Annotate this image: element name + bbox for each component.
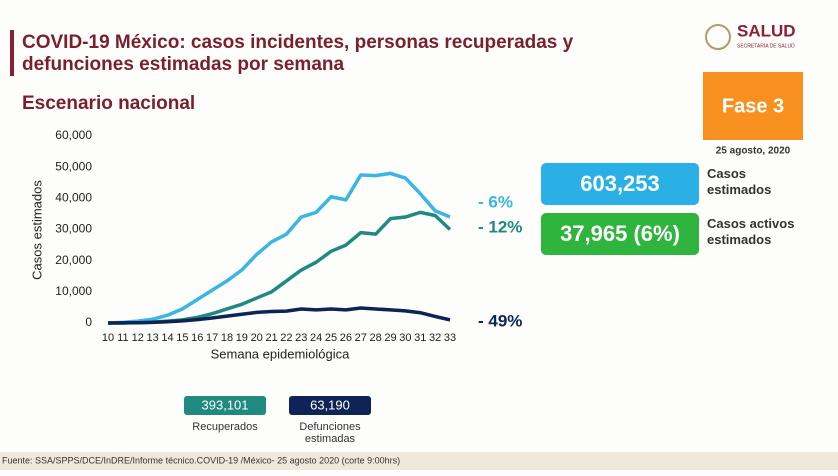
x-tick-label: 11 [117, 332, 128, 344]
x-tick-label: 20 [251, 332, 263, 344]
end-label: - 12% [478, 217, 522, 236]
footer-bar [0, 452, 838, 470]
x-tick-label: 28 [370, 332, 382, 344]
line [107, 171, 451, 325]
total-box [289, 396, 371, 415]
total-box [184, 396, 266, 415]
date: 25 agosto, 2020 [716, 146, 791, 157]
x-tick-label: 14 [161, 332, 173, 344]
line [107, 306, 451, 325]
x-tick-label: 10 [102, 332, 114, 344]
x-tick-label: 26 [340, 332, 352, 344]
y-tick-label: 30,000 [55, 222, 92, 236]
line [108, 210, 452, 325]
x-axis-label: Semana epidemiológica [211, 346, 351, 361]
summary-box [541, 163, 699, 205]
total-label: Defunciones estimadas [299, 421, 361, 445]
logo-name: SALUD [737, 21, 796, 40]
x-tick-label: 12 [132, 332, 144, 344]
x-tick-label: 24 [310, 332, 322, 344]
x-tick-label: 31 [414, 332, 426, 344]
x-tick-label: 15 [176, 332, 188, 344]
phase: Fase 3 [722, 95, 784, 117]
x-tick-label: 27 [355, 332, 367, 344]
x-tick-label: 29 [384, 332, 396, 344]
total-value: 393,101 [202, 397, 249, 412]
x-tick-label: 23 [295, 332, 307, 344]
summary-box [541, 213, 699, 255]
total-label: Recuperados [192, 421, 258, 433]
summary-label: Casos activos estimados [707, 216, 794, 247]
y-tick-label: 20,000 [55, 253, 92, 267]
x-tick-label: 22 [280, 332, 292, 344]
accent-bar [10, 30, 14, 76]
phase-box [703, 72, 803, 140]
end-label: - 6% [478, 192, 513, 211]
x-tick-label: 18 [221, 332, 233, 344]
total-value: 63,190 [310, 397, 350, 412]
summary-label: Casos estimados [707, 166, 771, 197]
title-line: COVID-19 México: casos incidentes, perso… [22, 32, 574, 53]
x-tick-label: 25 [325, 332, 337, 344]
y-tick-label: 50,000 [55, 159, 92, 173]
summary-value: 603,253 [580, 171, 660, 196]
summary-value: 37,965 (6%) [560, 221, 680, 246]
logo-subtitle: SECRETARÍA DE SALUD [737, 42, 795, 49]
x-tick-label: 21 [265, 332, 277, 344]
y-tick-label: 10,000 [55, 284, 92, 298]
end-label: - 49% [478, 311, 522, 330]
x-tick-label: 30 [399, 332, 411, 344]
y-axis-label: Casos estimados [29, 180, 44, 280]
y-tick-label: 40,000 [55, 191, 92, 205]
title-line: defunciones estimadas por semana [22, 54, 344, 75]
x-tick-label: 16 [191, 332, 203, 344]
x-tick-label: 33 [444, 332, 456, 344]
x-tick-label: 13 [146, 332, 158, 344]
footnote: Fuente: SSA/SPPS/DCE/InDRE/Informe técni… [2, 455, 400, 465]
x-tick-label: 17 [206, 332, 218, 344]
y-tick-label: 60,000 [55, 128, 92, 142]
section-title: Escenario nacional [22, 93, 195, 114]
y-tick-label: 0 [85, 315, 92, 329]
logo-emblem [705, 24, 731, 50]
x-tick-label: 19 [236, 332, 248, 344]
x-tick-label: 32 [429, 332, 441, 344]
